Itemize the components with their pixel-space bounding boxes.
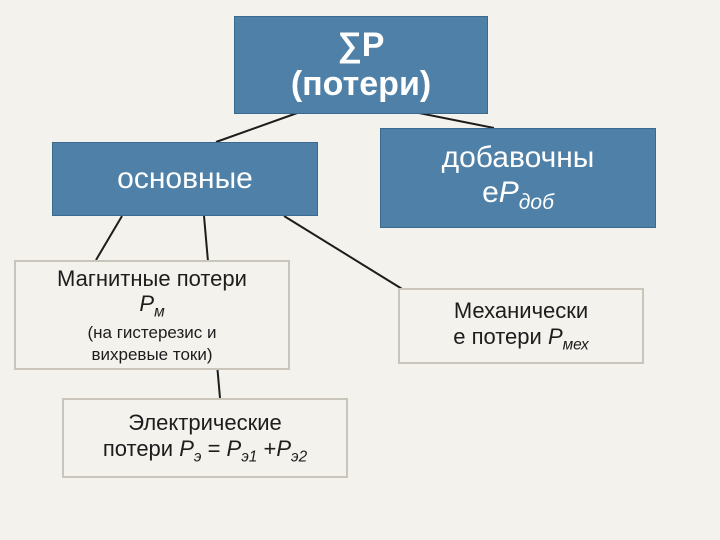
elec-s3: э2 [291, 448, 307, 465]
elec-line1: Электрические [128, 410, 281, 435]
node-root: ∑P (потери) [234, 16, 488, 114]
elec-v3: P [276, 436, 291, 461]
mech-var: P [548, 324, 563, 349]
add-sub: доб [519, 191, 554, 214]
mag-note2: вихревые токи) [91, 345, 212, 364]
root-line1: ∑P [338, 26, 385, 64]
node-electrical: Электрические потери Pэ = Pэ1 +Pэ2 [62, 398, 348, 478]
elec-v2: P [227, 436, 242, 461]
mech-line1: Механически [454, 298, 588, 323]
elec-v1: P [179, 436, 194, 461]
elec-mid2: + [257, 436, 276, 461]
node-main: основные [52, 142, 318, 216]
add-line2-pre: е [482, 176, 499, 209]
elec-mid: = [201, 436, 226, 461]
main-text: основные [117, 162, 253, 197]
node-mechanical: Механически е потери Pмех [398, 288, 644, 364]
root-line2: (потери) [291, 65, 431, 103]
node-magnetic: Магнитные потери Pм (на гистерезис и вих… [14, 260, 290, 370]
mag-line1: Магнитные потери [57, 266, 247, 291]
mag-var: P [139, 291, 154, 316]
elec-pre: потери [103, 436, 179, 461]
add-var: P [499, 176, 519, 209]
add-line1: добавочны [442, 141, 595, 174]
mech-pre: е потери [453, 324, 548, 349]
node-additional: добавочны еPдоб [380, 128, 656, 228]
mag-sub: м [154, 303, 165, 320]
elec-s2: э1 [241, 448, 257, 465]
mag-note1: (на гистерезис и [87, 323, 216, 342]
mech-sub: мех [563, 336, 589, 353]
